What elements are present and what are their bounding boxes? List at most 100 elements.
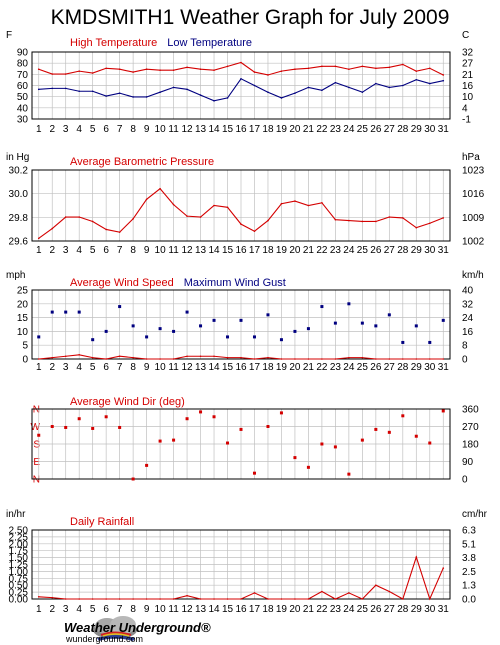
data-point: [279, 411, 283, 415]
x-tick-label: 28: [397, 124, 409, 135]
y-tick-label-left: 50: [17, 92, 29, 103]
data-point: [37, 335, 41, 339]
data-point: [294, 598, 296, 600]
data-point: [428, 441, 432, 445]
x-tick-label: 14: [208, 362, 220, 373]
y-tick-label-left: 1.25: [9, 560, 29, 571]
y-tick-label-right: 1002: [462, 237, 485, 248]
x-tick-label: 28: [397, 604, 409, 615]
data-point: [145, 358, 148, 360]
y-tick-label-left: 30: [17, 115, 29, 126]
x-tick-label: 17: [249, 124, 261, 135]
data-point: [307, 598, 310, 600]
data-point: [51, 73, 54, 75]
data-point: [159, 358, 161, 360]
data-point: [375, 584, 377, 586]
x-tick-label: 27: [384, 124, 396, 135]
data-point: [132, 598, 134, 600]
data-point: [118, 598, 121, 600]
y-tick-label-right: 32: [462, 299, 474, 310]
data-point: [442, 79, 445, 82]
data-point: [360, 321, 364, 325]
data-point: [267, 74, 269, 76]
data-point: [145, 96, 148, 98]
data-point: [213, 598, 215, 600]
data-point: [442, 217, 445, 219]
x-tick-label: 15: [222, 245, 234, 256]
data-point: [321, 89, 323, 92]
x-tick-label: 11: [168, 124, 179, 135]
data-point: [78, 70, 80, 72]
y-tick-label-left: 1.50: [9, 553, 29, 564]
data-point: [77, 417, 81, 421]
x-tick-label: 13: [195, 604, 207, 615]
data-point: [307, 358, 310, 360]
x-tick-label: 13: [195, 245, 207, 256]
data-point: [334, 81, 337, 84]
data-point: [428, 82, 431, 85]
data-point: [64, 73, 67, 75]
data-point: [118, 68, 121, 71]
data-point: [239, 427, 243, 431]
y-tick-label-left: 40: [17, 103, 29, 114]
data-point: [212, 318, 216, 322]
data-point: [347, 302, 351, 306]
data-point: [253, 84, 256, 87]
x-tick-label: 31: [438, 124, 450, 135]
data-point: [333, 321, 337, 325]
data-point: [91, 72, 94, 74]
y-tick-label-right: 0.0: [462, 595, 476, 606]
y-tick-label-left: 20: [17, 299, 29, 310]
data-point: [37, 358, 40, 360]
x-tick-label: 25: [357, 604, 369, 615]
x-tick-label: 8: [130, 245, 136, 256]
data-point: [213, 204, 215, 207]
data-point: [415, 556, 418, 558]
y-tick-label-right: 1023: [462, 166, 485, 177]
data-point: [387, 313, 391, 317]
data-point: [294, 68, 296, 71]
y-tick-label-left: 29.6: [9, 237, 29, 248]
data-point: [361, 91, 364, 93]
y-tick-label-left: N: [33, 475, 40, 486]
data-point: [415, 78, 418, 81]
y-tick-label-right: 180: [462, 440, 479, 451]
left-unit-label: F: [6, 30, 12, 41]
data-point: [51, 87, 54, 90]
y-tick-label-left: 29.8: [9, 213, 29, 224]
y-tick-label-left: 30.0: [9, 189, 29, 200]
x-tick-label: 8: [130, 604, 136, 615]
data-point: [37, 595, 40, 598]
x-tick-label: 24: [343, 124, 355, 135]
data-point: [375, 358, 377, 360]
x-tick-label: 9: [144, 362, 150, 373]
data-point: [186, 66, 188, 69]
x-tick-label: 26: [370, 604, 382, 615]
y-tick-label-left: 80: [17, 59, 29, 70]
data-point: [253, 71, 256, 73]
x-tick-label: 14: [208, 245, 220, 256]
data-point: [64, 310, 68, 314]
data-point: [306, 465, 310, 469]
chart-title: Average Wind Speed Maximum Wind Gust: [70, 277, 286, 289]
data-point: [118, 92, 121, 94]
x-tick-label: 12: [182, 245, 194, 256]
x-tick-label: 7: [117, 124, 123, 135]
data-point: [333, 445, 337, 449]
y-tick-label-left: 25: [17, 286, 29, 297]
y-tick-label-right: 27: [462, 59, 474, 70]
x-tick-label: 18: [262, 362, 274, 373]
x-tick-label: 23: [330, 362, 342, 373]
page-title: KMDSMITH1 Weather Graph for July 2009: [50, 6, 450, 29]
data-point: [267, 219, 269, 222]
chart-title-part: High Temperature: [70, 37, 157, 49]
data-point: [91, 598, 94, 600]
x-tick-label: 20: [289, 362, 301, 373]
data-point: [240, 61, 242, 64]
x-tick-label: 21: [303, 604, 315, 615]
data-point: [132, 356, 134, 359]
x-tick-label: 24: [343, 604, 355, 615]
data-point: [334, 598, 337, 600]
data-point: [293, 456, 297, 460]
